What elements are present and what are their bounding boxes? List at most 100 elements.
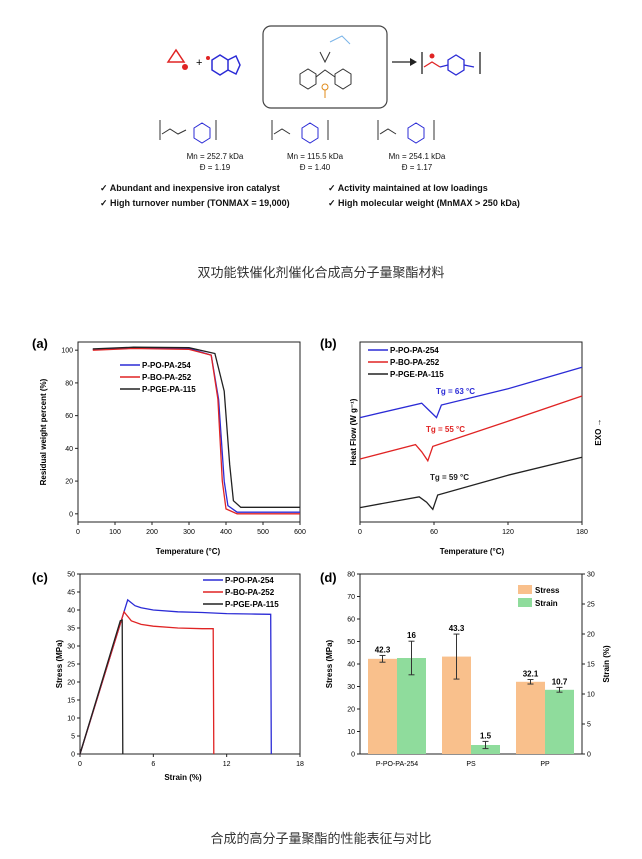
- data-label: 10.7: [552, 677, 568, 686]
- x-tick-label: PP: [540, 761, 550, 768]
- y2-tick-label: 25: [587, 602, 595, 609]
- x-tick-label: 6: [151, 761, 155, 768]
- y-tick-label: 30: [347, 684, 355, 691]
- polymer-1-props: Mn = 252.7 kDa Đ = 1.19: [170, 151, 260, 173]
- y-tick-label: 0: [71, 752, 75, 759]
- y-tick-label: 50: [347, 639, 355, 646]
- series-line-P-PO-PA-254: [359, 366, 583, 419]
- panel-b-legend-0: P-PO-PA-254: [390, 346, 439, 355]
- polymer-2-props: Mn = 115.5 kDa Đ = 1.40: [270, 151, 360, 173]
- panel-c-legend-0: P-PO-PA-254: [225, 576, 274, 585]
- anhydride-molecule: [206, 54, 241, 76]
- chart-b: (b) 0 60 120 180 Temperature (°C) Heat Flow…: [320, 336, 603, 556]
- polymer-3-mn: Mn = 254.1 kDa: [388, 152, 446, 161]
- polymer-structures: [150, 114, 480, 150]
- y-tick-label: 25: [67, 662, 75, 669]
- chart-c: (c) 0 6 12 18 0 5 10 15 20 25 30 35 40 45 50 Strain (%…: [32, 570, 304, 782]
- y-tick-label: 5: [71, 734, 75, 741]
- caption-figure: 合成的高分子量聚酯的性能表征与对比: [210, 831, 432, 846]
- y-tick-label: 40: [67, 608, 75, 615]
- series-line-P-PO-PA-254: [92, 347, 300, 513]
- series-line-P-PGE-PA-115: [92, 346, 300, 508]
- epoxide-molecule: [166, 48, 188, 70]
- bar-Stress-PP: [516, 681, 545, 754]
- plot-frame: [359, 341, 583, 523]
- polymer-1-mn: Mn = 252.7 kDa: [186, 152, 244, 161]
- y-tick-label: 35: [67, 626, 75, 633]
- y-tick-label: 45: [67, 590, 75, 597]
- series-line-P-PGE-PA-115: [79, 619, 124, 755]
- data-label: 43.3: [449, 624, 465, 633]
- reaction-scheme-drawing: +: [166, 25, 481, 109]
- polymer-2-dispersity: Đ = 1.40: [299, 163, 331, 172]
- y2-tick-label: 10: [587, 692, 595, 699]
- x-tick-label: 12: [223, 761, 231, 768]
- y-tick-label: 20: [67, 680, 75, 687]
- bar-Strain-PS: [471, 745, 500, 754]
- panel-c-ylabel: Stress (MPa): [55, 639, 64, 688]
- y-tick-label: 60: [347, 617, 355, 624]
- product-polyester: [421, 52, 481, 76]
- y-tick-label: 80: [65, 380, 73, 387]
- x-tick-label: 0: [358, 529, 362, 536]
- panel-b-ylabel: Heat Flow (W g⁻¹): [349, 398, 358, 465]
- panel-d-ylabel: Stress (MPa): [325, 639, 334, 688]
- data-label: 32.1: [523, 670, 539, 679]
- panel-b-xlabel: Temperature (°C): [440, 547, 505, 556]
- y-tick-label: 70: [347, 594, 355, 601]
- y-tick-label: 20: [65, 479, 73, 486]
- panel-d-legend-1: Strain: [535, 599, 558, 608]
- panel-c-legend-1: P-BO-PA-252: [225, 588, 275, 597]
- series-line-P-BO-PA-252: [92, 347, 300, 515]
- feature-3: ✓ Activity maintained at low loadings: [328, 183, 488, 193]
- y-tick-label: 10: [347, 729, 355, 736]
- y2-tick-label: 30: [587, 572, 595, 579]
- polymer-3-props: Mn = 254.1 kDa Đ = 1.17: [372, 151, 462, 173]
- data-label: 42.3: [375, 645, 391, 654]
- y-tick-label: 40: [65, 446, 73, 453]
- series-line-P-BO-PA-252: [359, 395, 583, 463]
- panel-d-y2label: Strain (%): [602, 645, 611, 683]
- panel-b-exo: EXO →: [594, 418, 603, 445]
- data-label: 1.5: [480, 731, 492, 740]
- panel-a-legend-2: P-PGE-PA-115: [142, 385, 196, 394]
- panel-d-legend-0: Stress: [535, 586, 560, 595]
- caption-scheme: 双功能铁催化剂催化合成高分子量聚酯材料: [197, 265, 445, 280]
- y-tick-label: 20: [347, 707, 355, 714]
- series-line-P-BO-PA-252: [79, 610, 215, 755]
- y2-tick-label: 20: [587, 632, 595, 639]
- catalyst-structure: [299, 35, 352, 98]
- chart-a: (a) 0 100 200 300 400 500 600 0 20 40 60 80 100 Temp…: [32, 336, 306, 556]
- data-label: 16: [407, 631, 416, 640]
- feature-4: ✓ High molecular weight (MnMAX > 250 kDa…: [328, 198, 520, 208]
- x-tick-label: 180: [576, 529, 588, 536]
- panel-a-legend-0: P-PO-PA-254: [142, 361, 191, 370]
- x-tick-label: 120: [502, 529, 514, 536]
- y-tick-label: 40: [347, 662, 355, 669]
- panel-c-legend-2: P-PGE-PA-115: [225, 600, 279, 609]
- plus-sign: +: [196, 57, 202, 69]
- x-tick-label: 100: [109, 529, 121, 536]
- polymer-3-dispersity: Đ = 1.17: [401, 163, 433, 172]
- feature-1: ✓ Abundant and inexpensive iron catalyst: [100, 183, 280, 193]
- x-tick-label: 300: [183, 529, 195, 536]
- y-tick-label: 80: [347, 572, 355, 579]
- x-tick-label: 18: [296, 761, 304, 768]
- x-tick-label: 0: [76, 529, 80, 536]
- x-tick-label: P-PO-PA-254: [376, 761, 418, 768]
- y-tick-label: 50: [67, 572, 75, 579]
- x-tick-label: 600: [294, 529, 306, 536]
- feature-2: ✓ High turnover number (TONMAX = 19,000): [100, 198, 290, 208]
- panel-c-label: (c): [32, 570, 48, 585]
- y2-tick-label: 0: [587, 752, 591, 759]
- x-tick-label: 400: [220, 529, 232, 536]
- panel-b-legend-2: P-PGE-PA-115: [390, 370, 444, 379]
- x-tick-label: 60: [430, 529, 438, 536]
- polymer-structures-drawing: [159, 120, 435, 144]
- panel-c-xlabel: Strain (%): [164, 773, 202, 782]
- y-tick-label: 60: [65, 413, 73, 420]
- x-tick-label: 0: [78, 761, 82, 768]
- panel-a-ylabel: Residual weight percent (%): [39, 378, 48, 485]
- y2-tick-label: 5: [587, 722, 591, 729]
- panel-d-label: (d): [320, 570, 337, 585]
